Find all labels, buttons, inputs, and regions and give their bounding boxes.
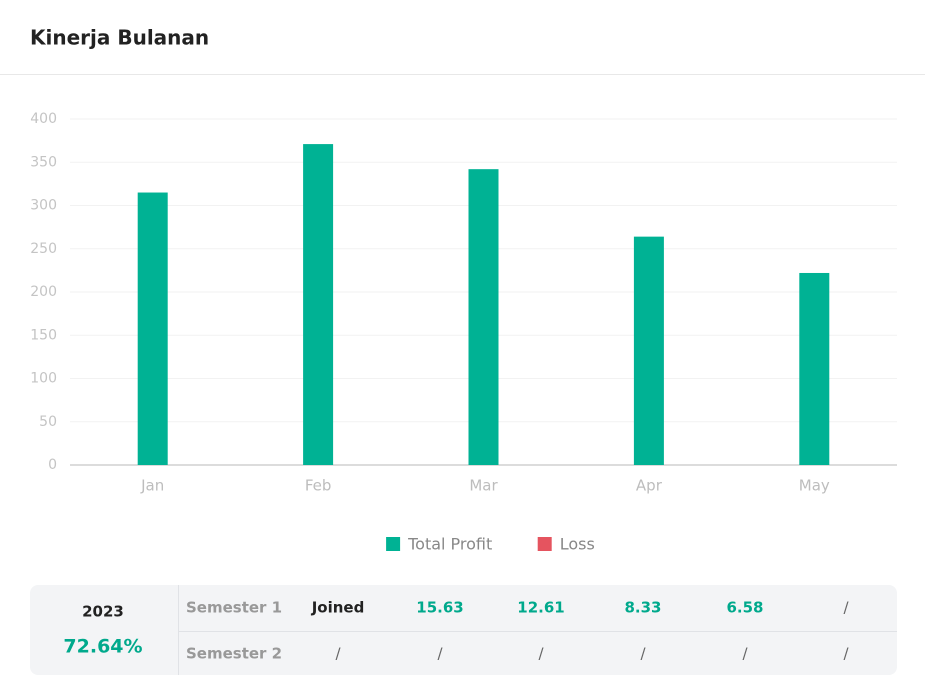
x-tick-label: May xyxy=(799,477,830,495)
table-cell: / xyxy=(843,645,849,663)
table-year: 2023 xyxy=(82,603,124,621)
row-label: Semester 1 xyxy=(186,599,282,617)
table-cell: 15.63 xyxy=(416,599,463,617)
bar xyxy=(303,144,334,465)
y-tick-label: 100 xyxy=(30,371,57,387)
legend-swatch xyxy=(537,537,552,551)
y-tick-label: 300 xyxy=(30,198,57,214)
y-tick-label: 200 xyxy=(30,284,57,300)
x-tick-label: Mar xyxy=(469,477,498,495)
bar xyxy=(468,169,499,466)
x-tick-label: Jan xyxy=(140,477,164,495)
bar xyxy=(799,272,830,465)
table-percent: 72.64% xyxy=(63,636,142,658)
bar xyxy=(137,192,168,465)
x-tick-label: Apr xyxy=(636,477,663,495)
table-cell: / xyxy=(538,645,544,663)
x-tick-label: Feb xyxy=(305,477,332,495)
table-cell: / xyxy=(437,645,443,663)
table-cell: / xyxy=(742,645,748,663)
y-tick-label: 250 xyxy=(30,241,57,257)
legend-label: Total Profit xyxy=(407,535,492,554)
y-tick-label: 150 xyxy=(30,327,57,343)
table-cell: 8.33 xyxy=(624,599,661,617)
card-title: Kinerja Bulanan xyxy=(30,26,209,50)
summary-table xyxy=(30,585,897,675)
y-tick-label: 350 xyxy=(30,154,57,170)
table-cell: / xyxy=(335,645,341,663)
table-cell: Joined xyxy=(311,599,365,617)
legend-label: Loss xyxy=(560,535,595,554)
y-tick-label: 50 xyxy=(39,414,57,430)
table-cell: 6.58 xyxy=(726,599,763,617)
y-tick-label: 0 xyxy=(48,457,57,473)
row-label: Semester 2 xyxy=(186,645,282,663)
bar xyxy=(633,236,664,465)
table-cell: / xyxy=(843,599,849,617)
y-tick-label: 400 xyxy=(30,111,57,127)
legend-swatch xyxy=(386,537,401,551)
table-cell: 12.61 xyxy=(517,599,564,617)
table-cell: / xyxy=(640,645,646,663)
